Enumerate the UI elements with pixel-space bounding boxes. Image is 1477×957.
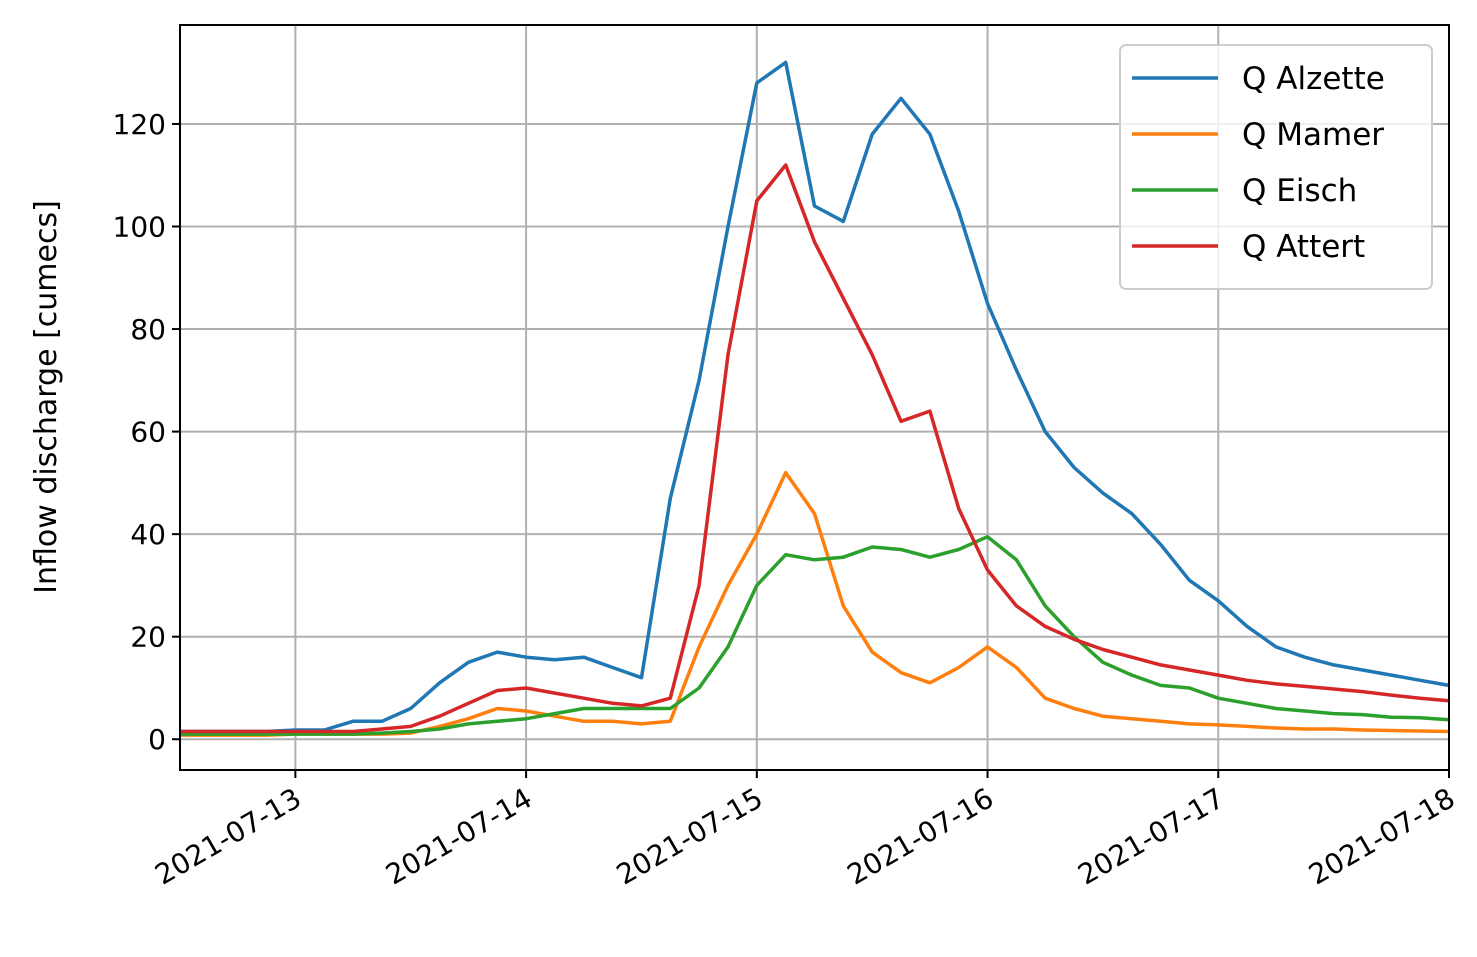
y-tick-label: 80	[130, 313, 166, 346]
x-tick-label: 2021-07-13	[149, 781, 306, 891]
y-axis-label: Inflow discharge [cumecs]	[29, 200, 64, 594]
x-tick-label: 2021-07-14	[380, 781, 537, 891]
y-tick-label: 20	[130, 621, 166, 654]
line-series	[180, 60, 1450, 734]
y-tick-label: 60	[130, 416, 166, 449]
y-tick-label: 0	[148, 723, 166, 756]
legend-label: Q Alzette	[1242, 61, 1385, 97]
line-series	[180, 163, 1450, 734]
legend: Q Alzette Q Mamer Q Eisch Q Attert	[1119, 44, 1433, 290]
legend-label: Q Eisch	[1242, 173, 1357, 209]
plot-frame	[179, 24, 1450, 771]
legend-label: Q Attert	[1242, 229, 1365, 265]
y-tick-label: 40	[130, 518, 166, 551]
line-series	[180, 470, 1450, 737]
y-tick-label: 100	[113, 211, 166, 244]
x-tick-label: 2021-07-15	[611, 781, 768, 891]
legend-label: Q Mamer	[1242, 117, 1384, 153]
line-series	[180, 534, 1450, 736]
y-tick-label: 120	[113, 108, 166, 141]
x-tick-label: 2021-07-18	[1303, 781, 1460, 891]
legend-box	[1119, 44, 1433, 290]
x-tick-label: 2021-07-17	[1072, 781, 1229, 891]
x-tick-label: 2021-07-16	[842, 781, 999, 891]
